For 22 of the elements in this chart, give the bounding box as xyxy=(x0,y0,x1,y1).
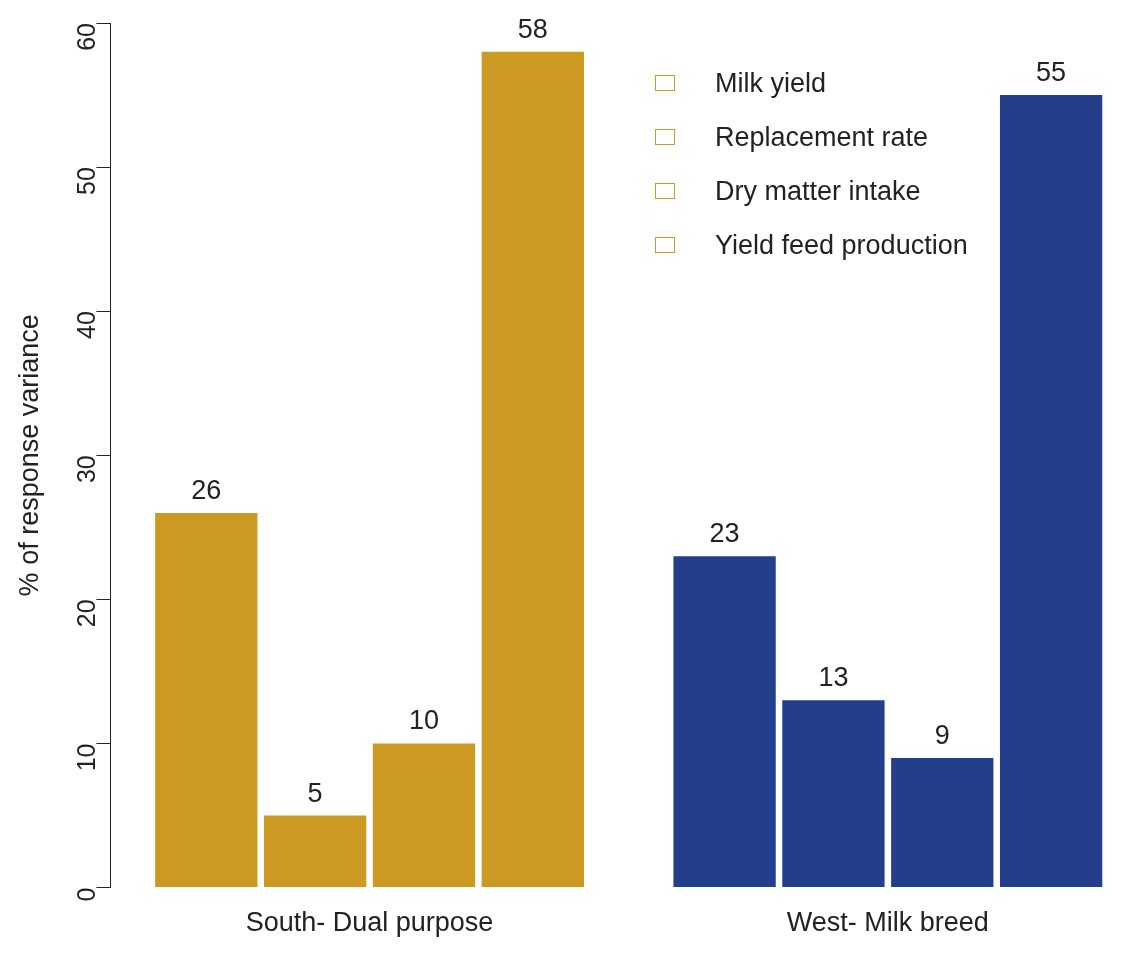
y-axis-title: % of response variance xyxy=(13,314,44,597)
y-tick-label: 0 xyxy=(72,887,101,902)
data-label: 58 xyxy=(517,13,548,44)
x-tick-label: West- Milk breed xyxy=(786,907,989,938)
legend-label: Yield feed production xyxy=(715,229,968,261)
y-tick-label: 60 xyxy=(72,23,101,51)
y-tick-label: 20 xyxy=(72,599,101,628)
data-label: 23 xyxy=(709,518,740,549)
data-label: 9 xyxy=(934,719,950,750)
y-tick-label: 50 xyxy=(72,167,101,195)
data-label: 10 xyxy=(408,705,439,736)
x-tick-label: South- Dual purpose xyxy=(245,907,494,938)
y-tick-label: 10 xyxy=(72,743,101,772)
legend-label: Dry matter intake xyxy=(715,175,921,207)
data-label: 26 xyxy=(191,474,222,505)
y-tick-label: 30 xyxy=(72,455,101,484)
data-label: 55 xyxy=(1036,57,1067,87)
legend-label: Milk yield xyxy=(715,67,827,99)
data-label: 13 xyxy=(818,662,849,693)
legend-label: Replacement rate xyxy=(715,121,929,153)
data-label: 5 xyxy=(307,777,323,808)
y-tick-label: 40 xyxy=(72,311,101,340)
